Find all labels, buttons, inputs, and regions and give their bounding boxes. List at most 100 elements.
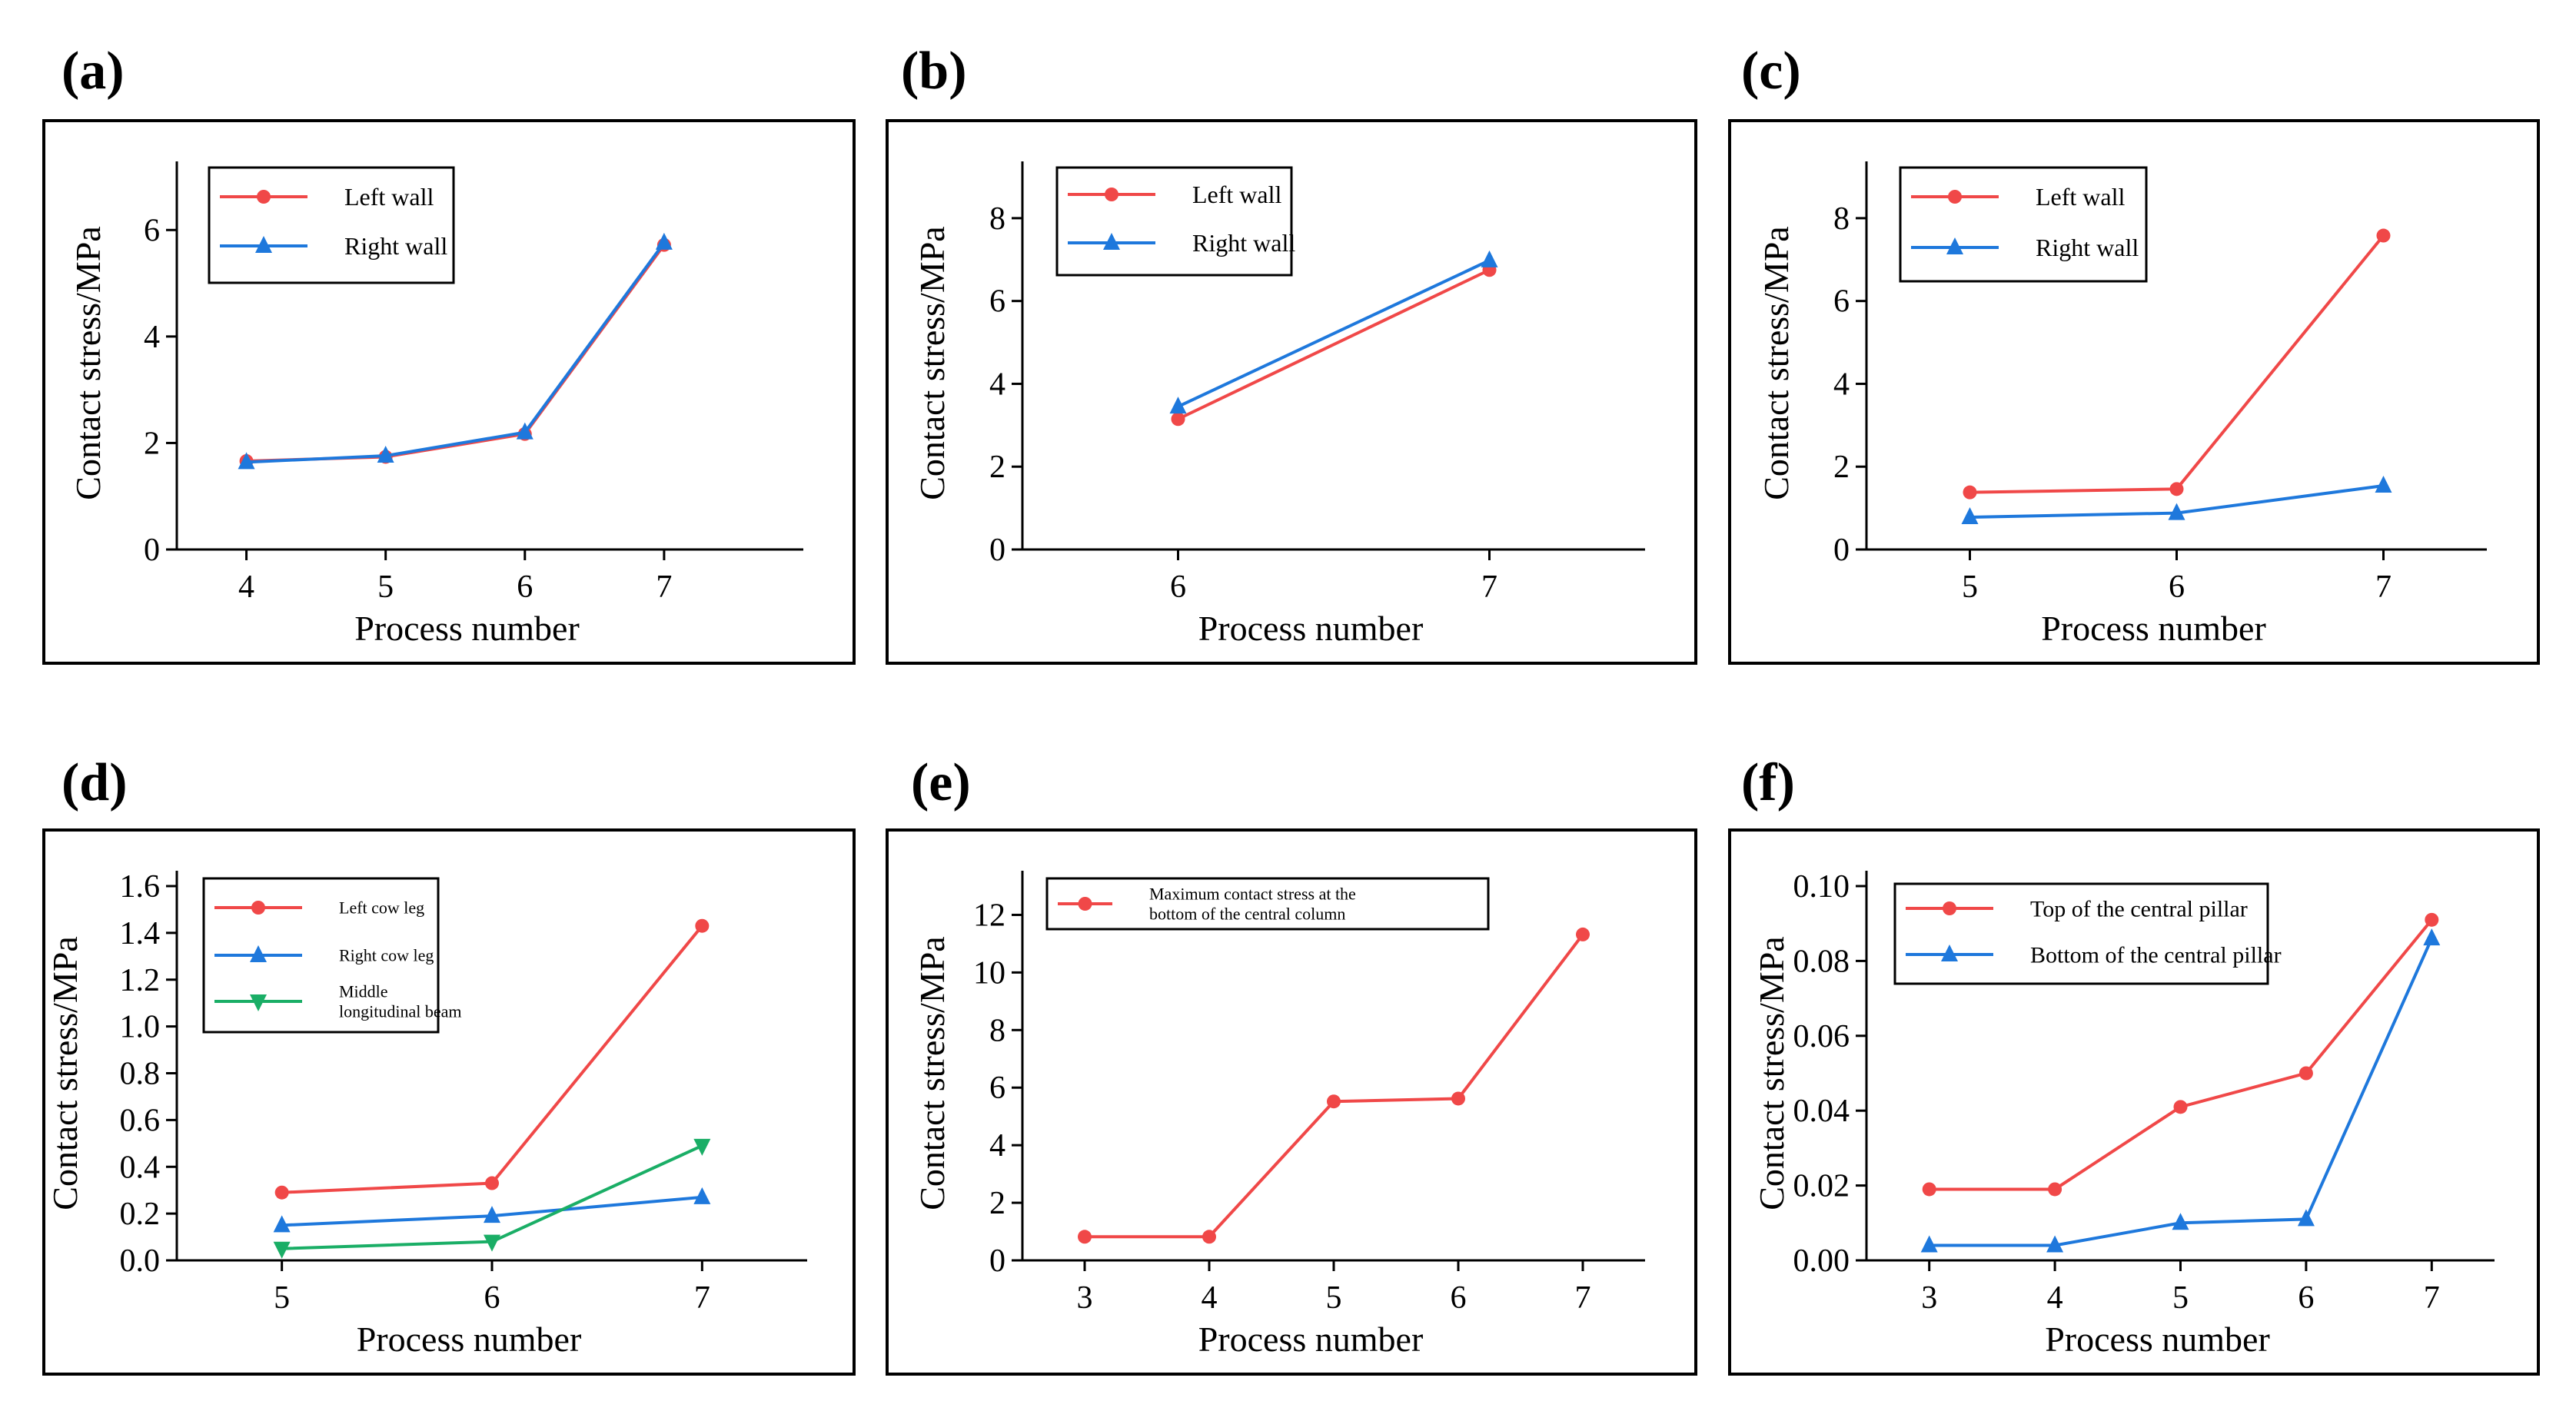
x-tick-label: 6 xyxy=(2298,1280,2314,1316)
series-line-1 xyxy=(246,241,666,464)
data-point xyxy=(1202,1230,1216,1244)
data-point xyxy=(2423,928,2441,946)
y-tick-label: 0 xyxy=(989,1243,1005,1279)
data-point xyxy=(2425,912,2439,927)
legend-label: Maximum contact stress at the xyxy=(1149,885,1356,904)
data-point xyxy=(693,1138,711,1156)
y-axis-label: Contact stress/MPa xyxy=(912,226,952,500)
data-point xyxy=(273,1241,291,1259)
series-line-2 xyxy=(281,1144,703,1250)
y-tick-label: 12 xyxy=(973,898,1005,933)
series-line-0 xyxy=(1085,933,1584,1239)
legend-label: bottom of the central column xyxy=(1149,905,1345,924)
data-point xyxy=(2298,1066,2313,1081)
y-tick-label: 10 xyxy=(973,955,1005,991)
x-tick-label: 4 xyxy=(238,569,254,605)
panel-frame-a xyxy=(42,119,856,665)
data-point xyxy=(2297,1209,2315,1227)
legend-box xyxy=(208,166,455,284)
series-line-0 xyxy=(1177,268,1491,421)
y-tick-label: 0.02 xyxy=(1793,1169,1850,1204)
y-tick-label: 1.6 xyxy=(120,869,161,905)
data-point xyxy=(484,1206,500,1223)
legend-label: Left wall xyxy=(2036,183,2126,211)
panel-frame-d xyxy=(42,828,856,1376)
chart-a: 0 2 4 6 4 5 6 7 Process number Contact stress/MPa… xyxy=(68,161,803,648)
y-tick-label: 0.04 xyxy=(1793,1094,1850,1129)
x-tick-label: 7 xyxy=(2375,569,2392,605)
legend-marker xyxy=(250,945,267,962)
y-tick-label: 2 xyxy=(989,1186,1005,1221)
panel-frame-e xyxy=(886,828,1697,1376)
data-point xyxy=(1922,1182,1936,1197)
y-tick-label: 2 xyxy=(989,450,1005,485)
x-tick-label: 7 xyxy=(1575,1280,1591,1316)
y-tick-label: 4 xyxy=(1833,367,1850,402)
y-tick-label: 0 xyxy=(144,533,160,568)
x-tick-label: 5 xyxy=(1326,1280,1342,1316)
x-tick-label: 7 xyxy=(656,569,672,605)
x-tick-label: 5 xyxy=(377,569,394,605)
y-tick-label: 0.4 xyxy=(120,1150,161,1185)
y-tick-label: 6 xyxy=(144,213,160,248)
x-tick-label: 4 xyxy=(1202,1280,1218,1316)
x-tick-label: 6 xyxy=(517,569,533,605)
y-tick-label: 2 xyxy=(144,426,160,461)
legend-marker xyxy=(1103,233,1120,250)
y-tick-label: 0.8 xyxy=(120,1057,161,1092)
y-tick-label: 0.0 xyxy=(120,1243,161,1279)
legend-marker xyxy=(1948,190,1962,204)
data-point xyxy=(2173,1100,2188,1114)
legend-marker xyxy=(1105,188,1118,201)
y-tick-label: 0 xyxy=(989,533,1005,568)
y-axis-label: Contact stress/MPa xyxy=(912,936,952,1210)
y-tick-label: 0.06 xyxy=(1793,1019,1850,1054)
y-tick-label: 8 xyxy=(1833,201,1850,237)
legend-label: Right cow leg xyxy=(339,946,434,965)
panel-label-e: (e) xyxy=(911,753,971,812)
data-point xyxy=(1327,1094,1341,1109)
legend-marker xyxy=(1946,237,1963,254)
y-tick-label: 8 xyxy=(989,1013,1005,1048)
legend-marker xyxy=(250,994,267,1011)
y-tick-label: 1.4 xyxy=(120,916,161,951)
y-tick-label: 2 xyxy=(1833,450,1850,485)
data-point xyxy=(2046,1235,2064,1253)
data-point xyxy=(1451,1091,1465,1106)
data-point xyxy=(1171,412,1185,427)
x-tick-label: 6 xyxy=(1451,1280,1467,1316)
chart-c: 0 2 4 6 8 5 6 7 Process number Contact stress/MPa… xyxy=(1757,161,2487,648)
legend-label: Bottom of the central pillar xyxy=(2030,943,2282,968)
chart-e: 0 2 4 6 8 10 12 3 4 5 6 7 Process number Contact stre… xyxy=(912,871,1645,1359)
y-axis-label: Contact stress/MPa xyxy=(45,936,85,1210)
legend-marker xyxy=(1943,901,1956,915)
y-tick-label: 0.6 xyxy=(120,1103,161,1138)
data-point xyxy=(377,446,394,463)
panel-label-a: (a) xyxy=(61,42,125,101)
legend-label: Left wall xyxy=(344,183,434,211)
x-tick-label: 5 xyxy=(2172,1280,2189,1316)
data-point xyxy=(2375,476,2392,493)
legend-marker xyxy=(255,236,272,253)
legend-box xyxy=(1055,166,1293,277)
x-tick-label: 7 xyxy=(1481,569,1497,605)
x-tick-label: 3 xyxy=(1077,1280,1093,1316)
legend: Top of the central pillar Bottom of the c… xyxy=(1893,882,2282,985)
x-tick-label: 6 xyxy=(1170,569,1186,605)
data-point xyxy=(693,1187,711,1204)
data-point xyxy=(2168,503,2185,520)
chart-f: 0.00 0.02 0.04 0.06 0.08 0.10 3 4 5 6 7 Process num… xyxy=(1752,869,2495,1359)
data-point xyxy=(1576,927,1590,941)
panel-frame-f xyxy=(1728,828,2540,1376)
x-tick-label: 5 xyxy=(1962,569,1978,605)
data-point xyxy=(2376,228,2391,243)
legend-box xyxy=(1899,166,2148,283)
panel-label-d: (d) xyxy=(61,753,128,812)
legend-label: Right wall xyxy=(2036,234,2139,261)
legend-marker xyxy=(1078,897,1092,911)
y-axis-label: Contact stress/MPa xyxy=(1752,936,1791,1210)
series-line-1 xyxy=(1177,259,1491,408)
legend-marker xyxy=(251,901,265,915)
legend-marker xyxy=(1941,945,1958,961)
